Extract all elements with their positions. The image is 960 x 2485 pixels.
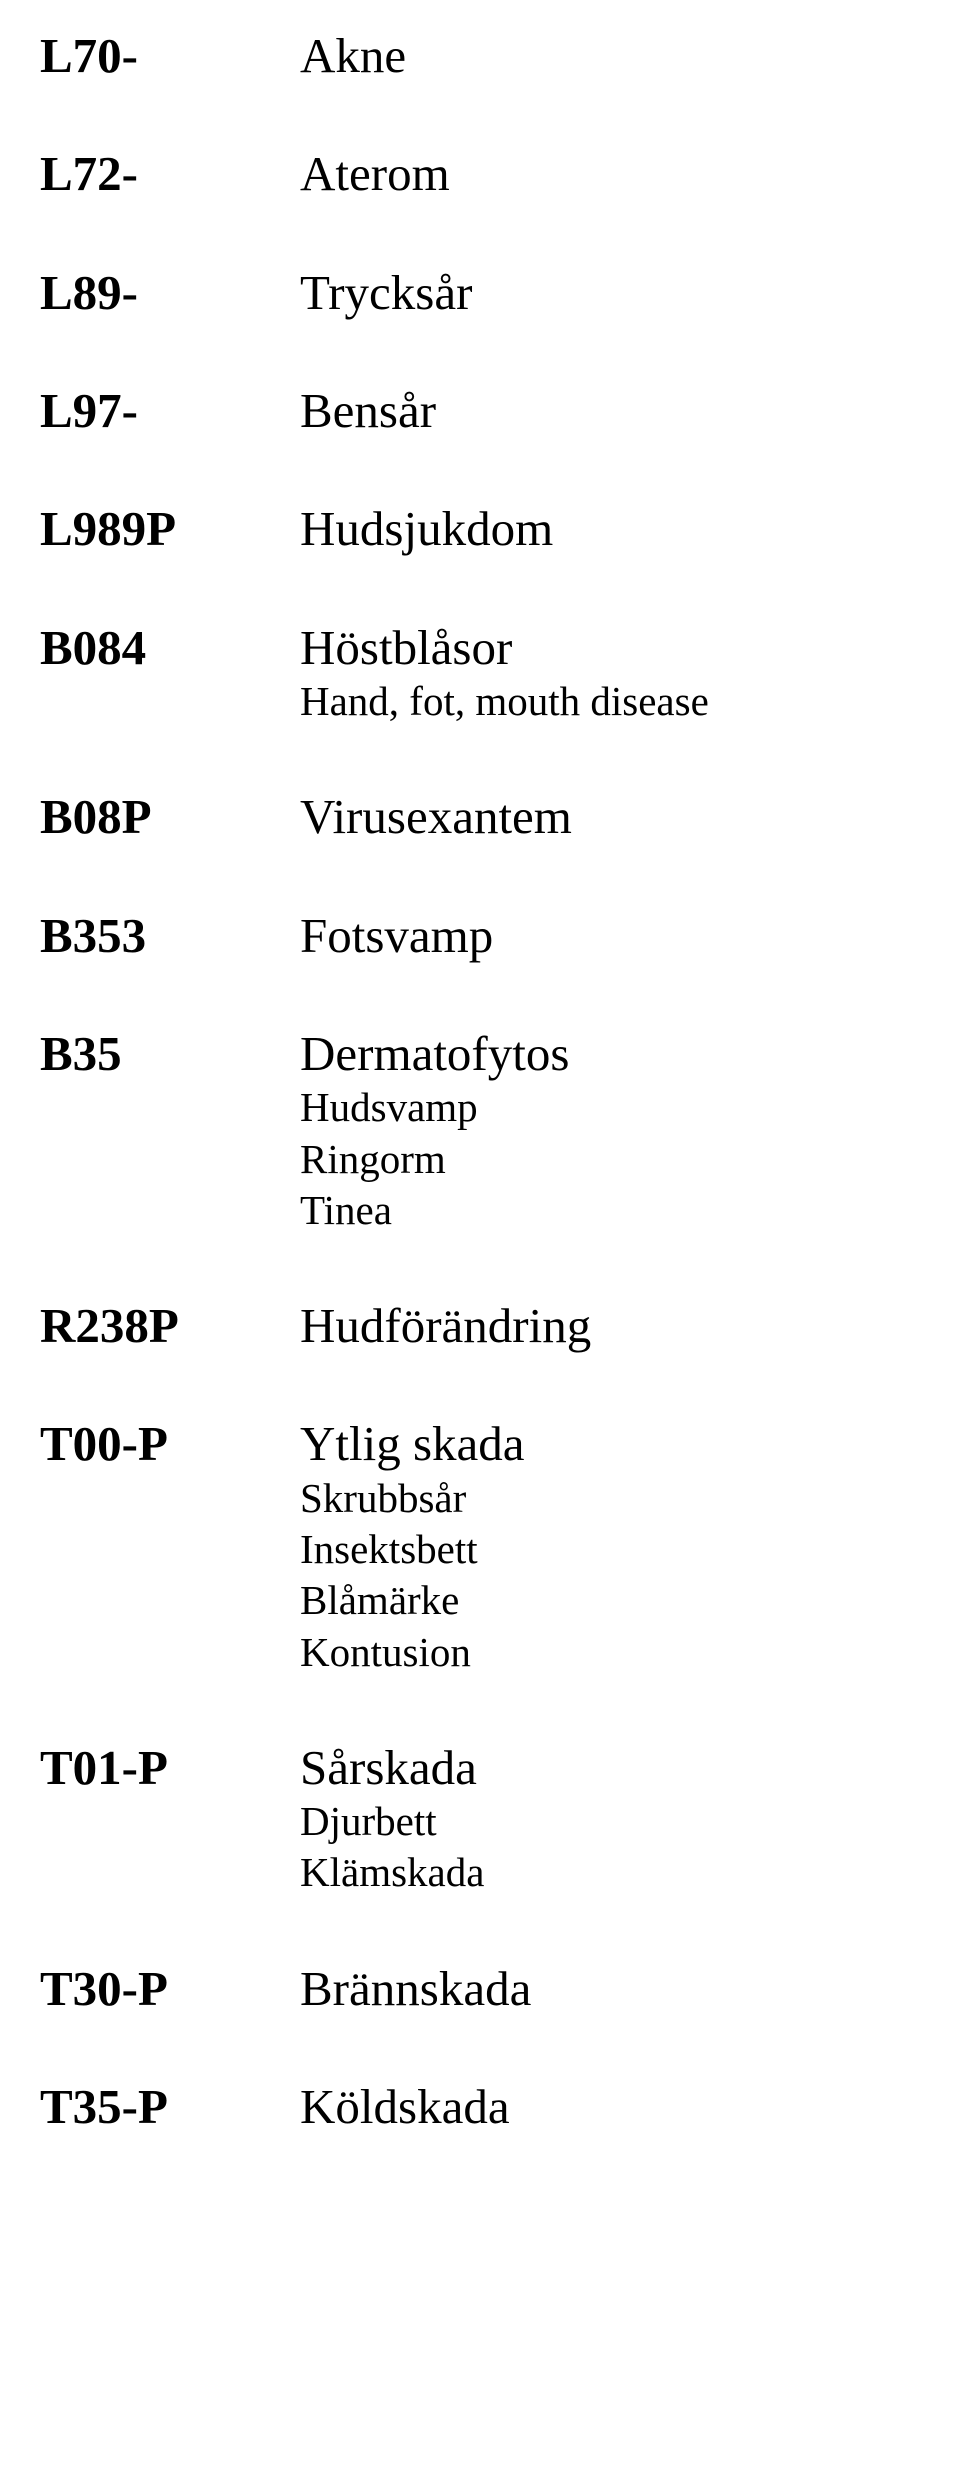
- code-row: T01-PSårskadaDjurbettKlämskada: [40, 1740, 920, 1899]
- diagnosis-main-term: Dermatofytos: [300, 1026, 920, 1082]
- diagnosis-sub-term: Blåmärke: [300, 1575, 920, 1626]
- diagnosis-main-term: Fotsvamp: [300, 908, 920, 964]
- diagnosis-description: Virusexantem: [300, 789, 920, 845]
- diagnosis-main-term: Sårskada: [300, 1740, 920, 1796]
- code-row: T30-PBrännskada: [40, 1961, 920, 2017]
- diagnosis-sub-term: Insektsbett: [300, 1524, 920, 1575]
- diagnosis-main-term: Höstblåsor: [300, 620, 920, 676]
- diagnosis-description: Hudförändring: [300, 1298, 920, 1354]
- diagnosis-sub-term: Tinea: [300, 1185, 920, 1236]
- diagnosis-description: HöstblåsorHand, fot, mouth disease: [300, 620, 920, 728]
- code-row: T35-PKöldskada: [40, 2079, 920, 2135]
- diagnosis-sub-term: Kontusion: [300, 1627, 920, 1678]
- diagnosis-main-term: Brännskada: [300, 1961, 920, 2017]
- diagnosis-description: Hudsjukdom: [300, 501, 920, 557]
- diagnosis-code-list: L70-Akne L72-Aterom L89-Trycksår L97-Bensår…: [40, 28, 920, 2135]
- diagnosis-description: Brännskada: [300, 1961, 920, 2017]
- diagnosis-description: Aterom: [300, 146, 920, 202]
- diagnosis-main-term: Virusexantem: [300, 789, 920, 845]
- diagnosis-main-term: Köldskada: [300, 2079, 920, 2135]
- code-row: L72-Aterom: [40, 146, 920, 202]
- code-row: B08PVirusexantem: [40, 789, 920, 845]
- diagnosis-description: Akne: [300, 28, 920, 84]
- diagnosis-sub-term: Ringorm: [300, 1134, 920, 1185]
- diagnosis-code: L989P: [40, 501, 300, 557]
- diagnosis-sub-term: Klämskada: [300, 1847, 920, 1898]
- diagnosis-code: L97-: [40, 383, 300, 439]
- diagnosis-main-term: Trycksår: [300, 265, 920, 321]
- code-row: R238PHudförändring: [40, 1298, 920, 1354]
- code-row: L70-Akne: [40, 28, 920, 84]
- diagnosis-sub-term: Skrubbsår: [300, 1473, 920, 1524]
- diagnosis-code: L70-: [40, 28, 300, 84]
- diagnosis-description: Köldskada: [300, 2079, 920, 2135]
- diagnosis-main-term: Aterom: [300, 146, 920, 202]
- diagnosis-code: B084: [40, 620, 300, 676]
- diagnosis-code: B353: [40, 908, 300, 964]
- code-row: B35DermatofytosHudsvampRingormTinea: [40, 1026, 920, 1236]
- diagnosis-main-term: Hudsjukdom: [300, 501, 920, 557]
- diagnosis-description: Trycksår: [300, 265, 920, 321]
- diagnosis-description: Fotsvamp: [300, 908, 920, 964]
- code-row: L97-Bensår: [40, 383, 920, 439]
- diagnosis-main-term: Hudförändring: [300, 1298, 920, 1354]
- diagnosis-main-term: Akne: [300, 28, 920, 84]
- code-row: L89-Trycksår: [40, 265, 920, 321]
- diagnosis-description: SårskadaDjurbettKlämskada: [300, 1740, 920, 1899]
- diagnosis-code: T00-P: [40, 1416, 300, 1472]
- diagnosis-code: B08P: [40, 789, 300, 845]
- diagnosis-code: R238P: [40, 1298, 300, 1354]
- diagnosis-description: Ytlig skadaSkrubbsårInsektsbettBlåmärkeK…: [300, 1416, 920, 1677]
- code-row: B353Fotsvamp: [40, 908, 920, 964]
- diagnosis-code: L89-: [40, 265, 300, 321]
- code-row: B084HöstblåsorHand, fot, mouth disease: [40, 620, 920, 728]
- diagnosis-sub-term: Hand, fot, mouth disease: [300, 676, 920, 727]
- diagnosis-main-term: Bensår: [300, 383, 920, 439]
- code-row: T00-PYtlig skadaSkrubbsårInsektsbettBlåm…: [40, 1416, 920, 1677]
- diagnosis-code: T30-P: [40, 1961, 300, 2017]
- diagnosis-description: Bensår: [300, 383, 920, 439]
- diagnosis-sub-term: Hudsvamp: [300, 1082, 920, 1133]
- diagnosis-sub-term: Djurbett: [300, 1796, 920, 1847]
- diagnosis-description: DermatofytosHudsvampRingormTinea: [300, 1026, 920, 1236]
- diagnosis-code: T35-P: [40, 2079, 300, 2135]
- diagnosis-code: B35: [40, 1026, 300, 1082]
- diagnosis-main-term: Ytlig skada: [300, 1416, 920, 1472]
- code-row: L989PHudsjukdom: [40, 501, 920, 557]
- diagnosis-code: L72-: [40, 146, 300, 202]
- diagnosis-code: T01-P: [40, 1740, 300, 1796]
